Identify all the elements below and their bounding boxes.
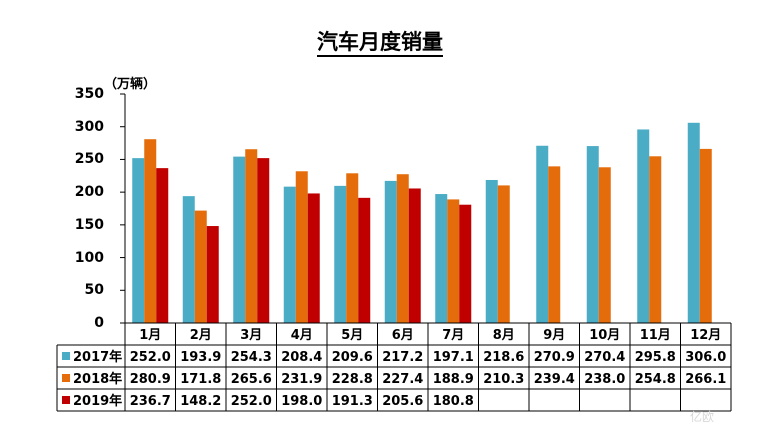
bar-2019年-7月 — [459, 204, 472, 323]
data-label: 252.0 — [130, 350, 171, 365]
data-label: 218.6 — [483, 350, 524, 365]
data-label: 148.2 — [180, 394, 221, 409]
data-label: 270.4 — [584, 350, 625, 365]
bar-2017年-7月 — [435, 194, 448, 323]
bar-2017年-2月 — [182, 196, 195, 323]
data-label: 238.0 — [584, 372, 625, 387]
bar-2018年-1月 — [144, 139, 157, 323]
bar-2019年-3月 — [257, 158, 270, 323]
x-tick-label: 11月 — [640, 328, 671, 343]
data-label: 191.3 — [332, 394, 373, 409]
x-tick-label: 6月 — [392, 328, 414, 343]
bar-2019年-1月 — [156, 168, 169, 323]
legend-swatch-2019年 — [62, 396, 70, 404]
bar-2018年-10月 — [598, 167, 611, 323]
legend-label: 2017年 — [73, 349, 122, 365]
data-label: 193.9 — [180, 350, 221, 365]
x-tick-label: 10月 — [589, 328, 620, 343]
data-label: 252.0 — [231, 394, 272, 409]
bar-2018年-11月 — [649, 156, 662, 323]
y-tick-label: 150 — [74, 216, 104, 233]
data-label: 231.9 — [281, 372, 322, 387]
bar-2017年-11月 — [637, 129, 650, 323]
y-tick-label: 100 — [74, 249, 104, 266]
data-label: 188.9 — [433, 372, 474, 387]
x-tick-label: 2月 — [190, 328, 212, 343]
data-label: 306.0 — [685, 350, 726, 365]
watermark: 亿欧 — [690, 410, 715, 424]
legend-swatch-2018年 — [62, 374, 70, 382]
data-label: 254.3 — [231, 350, 272, 365]
data-label: 171.8 — [180, 372, 221, 387]
bar-2019年-5月 — [358, 197, 371, 323]
data-label: 205.6 — [382, 394, 423, 409]
legend-label: 2018年 — [73, 371, 122, 387]
y-tick-label: 200 — [74, 184, 104, 201]
bar-2017年-4月 — [283, 186, 296, 323]
data-label: 217.2 — [382, 350, 423, 365]
legend-label: 2019年 — [73, 393, 122, 409]
bar-2018年-12月 — [699, 148, 712, 323]
bar-2017年-6月 — [384, 180, 397, 323]
data-label: 254.8 — [635, 372, 676, 387]
x-tick-label: 5月 — [341, 328, 363, 343]
y-tick-label: 50 — [84, 282, 104, 299]
data-label: 227.4 — [382, 372, 423, 387]
bar-2018年-5月 — [346, 173, 359, 323]
data-label: 198.0 — [281, 394, 322, 409]
x-tick-label: 7月 — [442, 328, 464, 343]
y-tick-label: 0 — [94, 315, 104, 331]
x-tick-label: 3月 — [240, 328, 262, 343]
bar-2017年-12月 — [687, 122, 700, 323]
data-label: 280.9 — [130, 372, 171, 387]
data-label: 266.1 — [685, 372, 726, 387]
bar-2017年-9月 — [536, 145, 549, 323]
y-tick-label: 300 — [74, 118, 104, 135]
data-label: 270.9 — [534, 350, 575, 365]
bar-2017年-8月 — [485, 179, 498, 323]
legend-swatch-2017年 — [62, 352, 70, 360]
bar-2018年-9月 — [548, 166, 561, 323]
data-label: 210.3 — [483, 372, 524, 387]
bar-2018年-3月 — [245, 149, 258, 323]
bar-2018年-2月 — [194, 210, 207, 323]
data-label: 228.8 — [332, 372, 373, 387]
x-tick-label: 8月 — [493, 328, 515, 343]
bar-2019年-6月 — [408, 188, 421, 323]
x-tick-label: 12月 — [690, 328, 721, 343]
bar-2017年-3月 — [233, 156, 246, 323]
chart-title: 汽车月度销量 — [0, 26, 760, 57]
data-label: 239.4 — [534, 372, 575, 387]
bar-2018年-6月 — [396, 174, 409, 323]
bar-2019年-2月 — [206, 226, 219, 323]
data-label: 236.7 — [130, 394, 171, 409]
bar-2017年-10月 — [586, 146, 599, 323]
y-tick-label: 250 — [74, 151, 104, 168]
x-tick-label: 9月 — [543, 328, 565, 343]
x-tick-label: 1月 — [139, 328, 161, 343]
y-axis-unit-label: （万辆） — [104, 77, 157, 92]
data-label: 197.1 — [433, 350, 474, 365]
data-label: 208.4 — [281, 350, 322, 365]
bar-2018年-7月 — [447, 199, 460, 323]
bar-2019年-4月 — [307, 193, 320, 323]
data-label: 209.6 — [332, 350, 373, 365]
bar-2018年-4月 — [295, 171, 308, 323]
x-tick-label: 4月 — [291, 328, 313, 343]
data-label: 295.8 — [635, 350, 676, 365]
data-label: 180.8 — [433, 394, 474, 409]
data-label: 265.6 — [231, 372, 272, 387]
bar-2017年-1月 — [132, 158, 145, 323]
y-tick-label: 350 — [74, 86, 104, 102]
bar-2018年-8月 — [497, 185, 510, 323]
bar-2017年-5月 — [334, 185, 347, 323]
